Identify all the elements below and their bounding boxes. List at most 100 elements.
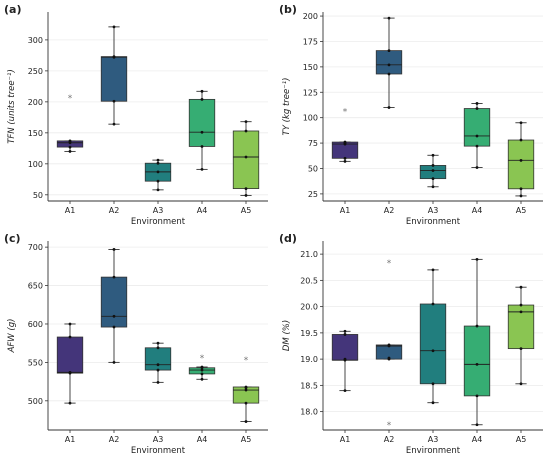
x-axis-title: Environment bbox=[131, 446, 186, 456]
y-axis-title: TFN (units tree⁻¹) bbox=[7, 69, 17, 144]
x-tick-label: A1 bbox=[65, 206, 76, 215]
y-tick-label: 100 bbox=[303, 114, 318, 123]
box-body bbox=[419, 165, 447, 180]
panel-label: (b) bbox=[279, 3, 297, 16]
box-body bbox=[144, 347, 172, 371]
box-body bbox=[232, 130, 260, 190]
y-axis-title: DM (%) bbox=[282, 320, 292, 351]
data-point bbox=[431, 164, 435, 167]
data-point bbox=[112, 275, 116, 279]
data-point bbox=[156, 341, 160, 345]
panel-b: 25 50 75 100 125 150 175 200 * A1 A2 A3 A4 A5 Environm… bbox=[279, 3, 543, 227]
data-point bbox=[475, 394, 479, 398]
box-body bbox=[463, 325, 491, 397]
data-point bbox=[519, 382, 523, 386]
data-point bbox=[475, 102, 479, 105]
data-point bbox=[431, 169, 435, 172]
box-A2: A2 bbox=[375, 16, 403, 215]
data-point bbox=[387, 343, 391, 347]
data-point bbox=[244, 420, 248, 423]
y-tick-label: 20.0 bbox=[300, 303, 318, 312]
box-A1: A1 bbox=[56, 322, 84, 444]
box-A3: A3 bbox=[419, 153, 447, 215]
y-tick-label: 100 bbox=[28, 160, 43, 169]
data-point bbox=[343, 329, 347, 333]
data-point bbox=[475, 423, 479, 427]
data-point bbox=[387, 16, 391, 20]
box-A4: * A4 bbox=[188, 354, 216, 444]
data-point bbox=[431, 268, 435, 272]
data-point bbox=[475, 166, 479, 169]
box-body bbox=[375, 50, 403, 75]
data-point bbox=[475, 144, 479, 148]
data-point bbox=[244, 155, 248, 159]
y-tick-label: 150 bbox=[303, 63, 318, 72]
x-axis-title: Environment bbox=[131, 217, 186, 227]
data-point bbox=[68, 150, 72, 153]
data-point bbox=[387, 106, 391, 109]
x-tick-label: A1 bbox=[340, 206, 351, 215]
data-point bbox=[244, 388, 248, 392]
box-A2: A2 bbox=[100, 248, 128, 444]
data-point bbox=[431, 302, 435, 306]
y-tick-label: 600 bbox=[28, 320, 43, 329]
data-point bbox=[343, 156, 347, 160]
data-point bbox=[343, 357, 347, 361]
panel-a: 50 100 150 200 250 300 * A1 A2 A3 A4 A5 Environment T… bbox=[4, 3, 268, 227]
data-point bbox=[200, 167, 204, 171]
data-point bbox=[112, 248, 116, 251]
data-point bbox=[200, 130, 204, 134]
y-tick-label: 75 bbox=[308, 139, 318, 148]
data-point bbox=[519, 158, 523, 162]
data-point bbox=[156, 170, 160, 174]
data-point bbox=[519, 310, 523, 314]
data-point bbox=[475, 362, 479, 366]
x-tick-label: A4 bbox=[472, 435, 483, 444]
y-tick-label: 50 bbox=[308, 164, 318, 173]
data-point bbox=[519, 138, 523, 142]
outlier-marker: * bbox=[244, 356, 249, 366]
data-point bbox=[244, 194, 248, 197]
data-point bbox=[112, 55, 116, 59]
data-point bbox=[519, 194, 523, 198]
box-A1: A1 bbox=[331, 329, 359, 444]
box-A2: A2 bbox=[100, 25, 128, 215]
box-body bbox=[507, 139, 535, 190]
data-point bbox=[156, 158, 160, 162]
x-tick-label: A5 bbox=[516, 206, 527, 215]
data-point bbox=[68, 335, 72, 339]
panel-label: (c) bbox=[4, 232, 21, 245]
data-point bbox=[68, 401, 72, 405]
x-tick-label: A4 bbox=[197, 206, 208, 215]
data-point bbox=[156, 161, 160, 165]
data-point bbox=[156, 346, 160, 350]
y-tick-label: 200 bbox=[28, 98, 43, 107]
data-point bbox=[475, 257, 479, 261]
y-tick-label: 300 bbox=[28, 36, 43, 45]
panel-label: (d) bbox=[279, 232, 297, 245]
box-body bbox=[100, 56, 128, 102]
data-point bbox=[156, 368, 160, 372]
y-tick-label: 200 bbox=[303, 12, 318, 21]
data-point bbox=[68, 139, 72, 143]
y-axis-title: AFW (g) bbox=[7, 319, 17, 354]
data-point bbox=[244, 401, 248, 405]
data-point bbox=[519, 303, 523, 307]
panel-label: (a) bbox=[4, 3, 21, 16]
data-point bbox=[519, 347, 523, 351]
y-tick-label: 19.0 bbox=[300, 355, 318, 364]
box-A1: * A1 bbox=[56, 94, 84, 215]
y-tick-label: 175 bbox=[303, 37, 318, 46]
y-tick-label: 18.5 bbox=[300, 381, 318, 390]
data-point bbox=[343, 389, 347, 393]
box-body bbox=[100, 276, 128, 328]
box-A4: A4 bbox=[463, 257, 491, 444]
x-tick-label: A1 bbox=[340, 435, 351, 444]
x-tick-label: A4 bbox=[472, 206, 483, 215]
data-point bbox=[156, 179, 160, 183]
box-A2: * * A2 bbox=[375, 259, 403, 444]
x-axis-title: Environment bbox=[406, 446, 461, 456]
data-point bbox=[475, 324, 479, 328]
data-point bbox=[387, 49, 391, 53]
y-tick-label: 150 bbox=[28, 129, 43, 138]
